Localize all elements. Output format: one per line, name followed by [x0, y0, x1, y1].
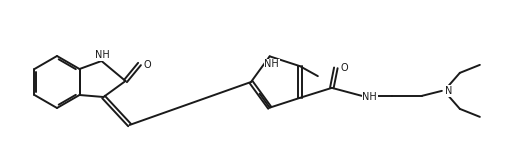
Text: O: O [144, 60, 151, 70]
Text: NH: NH [362, 92, 377, 102]
Text: N: N [445, 86, 453, 96]
Text: NH: NH [95, 50, 110, 60]
Text: NH: NH [264, 59, 279, 69]
Text: O: O [340, 63, 347, 73]
